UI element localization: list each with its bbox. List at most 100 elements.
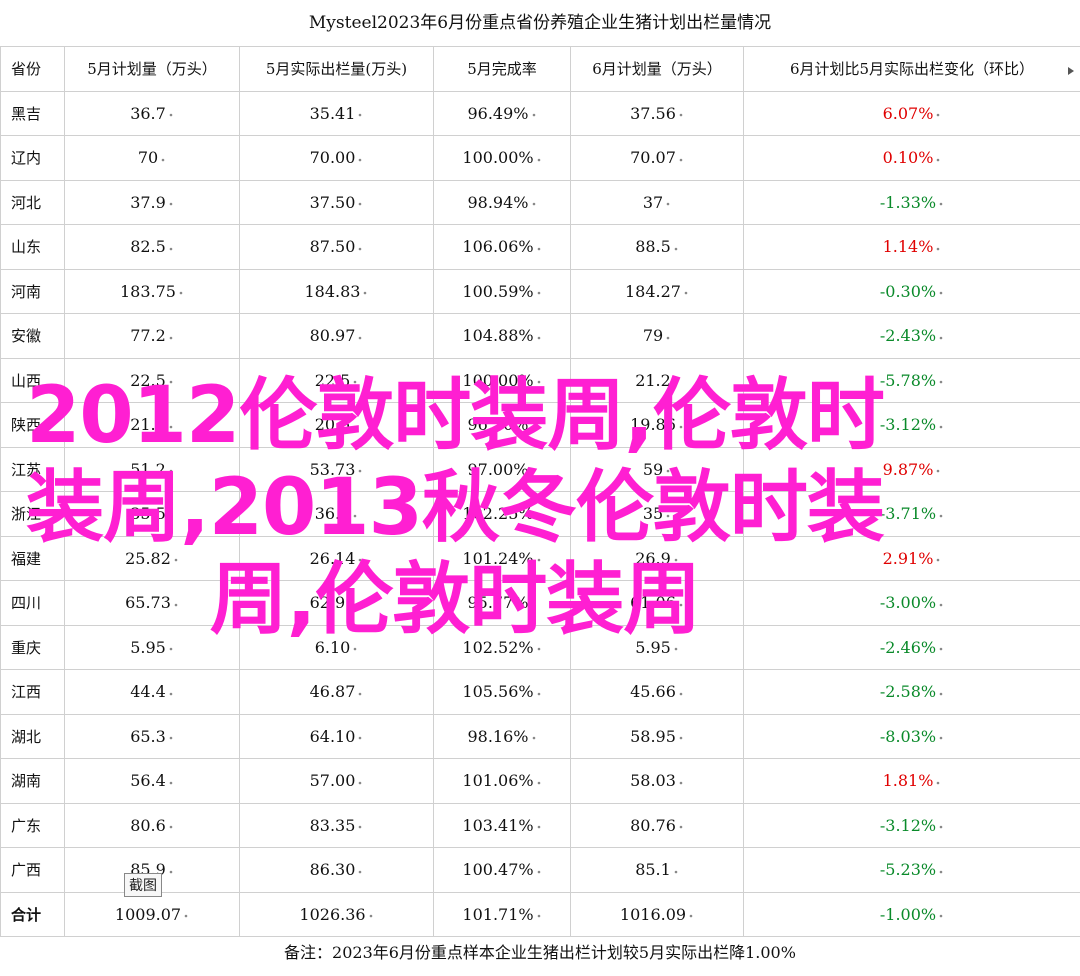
cell-change[interactable]: 1.14% (743, 224, 1080, 270)
cell-province[interactable]: 辽内 (0, 135, 65, 181)
cell-may-rate[interactable]: 106.06% (433, 224, 571, 270)
cell-june-plan[interactable]: 88.5 (570, 224, 744, 270)
cell-june-plan[interactable]: 70.07 (570, 135, 744, 181)
cell-change[interactable]: -5.78% (743, 357, 1080, 403)
cell-may-plan[interactable]: 70 (64, 135, 240, 181)
cell-change[interactable]: 2.91% (743, 535, 1080, 581)
cell-change[interactable]: -1.00% (743, 891, 1080, 937)
cell-change[interactable]: -3.71% (743, 491, 1080, 537)
cell-may-rate[interactable]: 100.00% (433, 135, 571, 181)
cell-june-plan[interactable]: 26.9 (570, 535, 744, 581)
cell-may-actual[interactable]: 46.87 (239, 669, 434, 715)
cell-province[interactable]: 陕西 (0, 402, 65, 448)
cell-may-rate[interactable]: 97.00% (433, 446, 571, 492)
cell-may-plan[interactable]: 1009.07 (64, 891, 240, 937)
cell-change[interactable]: -2.46% (743, 624, 1080, 670)
cell-may-actual[interactable]: 57.00 (239, 758, 434, 804)
cell-may-actual[interactable]: 36.3 (239, 491, 434, 537)
cell-change[interactable]: -2.58% (743, 669, 1080, 715)
cell-june-plan[interactable]: 80.76 (570, 802, 744, 848)
cell-province[interactable]: 山东 (0, 224, 65, 270)
cell-june-plan[interactable]: 58.95 (570, 713, 744, 759)
cell-june-plan[interactable]: 58.03 (570, 758, 744, 804)
cell-may-rate[interactable]: 100.47% (433, 847, 571, 893)
cell-province[interactable]: 湖北 (0, 713, 65, 759)
cell-may-plan[interactable]: 22.5 (64, 357, 240, 403)
cell-may-rate[interactable]: 102.52% (433, 624, 571, 670)
cell-change[interactable]: -2.43% (743, 313, 1080, 359)
cell-province[interactable]: 四川 (0, 580, 65, 626)
cell-may-rate[interactable]: 101.06% (433, 758, 571, 804)
cell-may-actual[interactable]: 64.10 (239, 713, 434, 759)
cell-province[interactable]: 合计 (0, 891, 65, 937)
cell-may-plan[interactable]: 35.5 (64, 491, 240, 537)
cell-june-plan[interactable]: 21.2 (570, 357, 744, 403)
cell-province[interactable]: 河北 (0, 179, 65, 225)
cell-province[interactable]: 湖南 (0, 758, 65, 804)
cell-may-rate[interactable]: 100.00% (433, 357, 571, 403)
cell-may-plan[interactable]: 183.75 (64, 268, 240, 314)
cell-june-plan[interactable]: 35 (570, 491, 744, 537)
cell-change[interactable]: -3.12% (743, 802, 1080, 848)
cell-may-rate[interactable]: 95.77% (433, 580, 571, 626)
cell-may-plan[interactable]: 5.95 (64, 624, 240, 670)
cell-may-plan[interactable]: 37.9 (64, 179, 240, 225)
cell-province[interactable]: 广西 (0, 847, 65, 893)
cell-june-plan[interactable]: 61.06 (570, 580, 744, 626)
cell-may-actual[interactable]: 20.5 (239, 402, 434, 448)
cell-may-actual[interactable]: 70.00 (239, 135, 434, 181)
cell-may-actual[interactable]: 6.10 (239, 624, 434, 670)
cell-may-actual[interactable]: 83.35 (239, 802, 434, 848)
cell-province[interactable]: 重庆 (0, 624, 65, 670)
cell-province[interactable]: 江西 (0, 669, 65, 715)
scroll-right-icon[interactable] (1066, 66, 1076, 76)
cell-change[interactable]: -5.23% (743, 847, 1080, 893)
cell-may-rate[interactable]: 104.88% (433, 313, 571, 359)
cell-may-rate[interactable]: 101.24% (433, 535, 571, 581)
cell-may-actual[interactable]: 1026.36 (239, 891, 434, 937)
cell-may-actual[interactable]: 62.95 (239, 580, 434, 626)
cell-may-rate[interactable]: 98.94% (433, 179, 571, 225)
cell-may-actual[interactable]: 80.97 (239, 313, 434, 359)
cell-change[interactable]: 6.07% (743, 90, 1080, 136)
cell-may-plan[interactable]: 21.2 (64, 402, 240, 448)
cell-june-plan[interactable]: 37.56 (570, 90, 744, 136)
cell-june-plan[interactable]: 5.95 (570, 624, 744, 670)
cell-may-rate[interactable]: 103.41% (433, 802, 571, 848)
cell-may-plan[interactable]: 77.2 (64, 313, 240, 359)
cell-change[interactable]: -8.03% (743, 713, 1080, 759)
cell-may-plan[interactable]: 36.7 (64, 90, 240, 136)
cell-may-actual[interactable]: 53.73 (239, 446, 434, 492)
cell-may-actual[interactable]: 37.50 (239, 179, 434, 225)
cell-province[interactable]: 广东 (0, 802, 65, 848)
cell-june-plan[interactable]: 184.27 (570, 268, 744, 314)
cell-june-plan[interactable]: 1016.09 (570, 891, 744, 937)
cell-may-actual[interactable]: 184.83 (239, 268, 434, 314)
cell-change[interactable]: -1.33% (743, 179, 1080, 225)
cell-may-plan[interactable]: 65.73 (64, 580, 240, 626)
cell-change[interactable]: -3.00% (743, 580, 1080, 626)
cell-province[interactable]: 江苏 (0, 446, 65, 492)
cell-june-plan[interactable]: 59 (570, 446, 744, 492)
cell-june-plan[interactable]: 37 (570, 179, 744, 225)
cell-may-rate[interactable]: 101.71% (433, 891, 571, 937)
cell-may-rate[interactable]: 96.49% (433, 90, 571, 136)
cell-change[interactable]: 1.81% (743, 758, 1080, 804)
cell-change[interactable]: -0.30% (743, 268, 1080, 314)
cell-june-plan[interactable]: 85.1 (570, 847, 744, 893)
cell-change[interactable]: 0.10% (743, 135, 1080, 181)
cell-may-rate[interactable]: 102.25% (433, 491, 571, 537)
cell-may-actual[interactable]: 26.14 (239, 535, 434, 581)
cell-may-actual[interactable]: 87.50 (239, 224, 434, 270)
cell-province[interactable]: 浙江 (0, 491, 65, 537)
cell-may-rate[interactable]: 105.56% (433, 669, 571, 715)
cell-may-actual[interactable]: 22.5 (239, 357, 434, 403)
cell-may-plan[interactable]: 56.4 (64, 758, 240, 804)
cell-may-plan[interactable]: 51.2 (64, 446, 240, 492)
cell-may-plan[interactable]: 44.4 (64, 669, 240, 715)
cell-may-plan[interactable]: 80.6 (64, 802, 240, 848)
cell-may-rate[interactable]: 100.59% (433, 268, 571, 314)
cell-may-actual[interactable]: 86.30 (239, 847, 434, 893)
cell-june-plan[interactable]: 79 (570, 313, 744, 359)
cell-june-plan[interactable]: 45.66 (570, 669, 744, 715)
